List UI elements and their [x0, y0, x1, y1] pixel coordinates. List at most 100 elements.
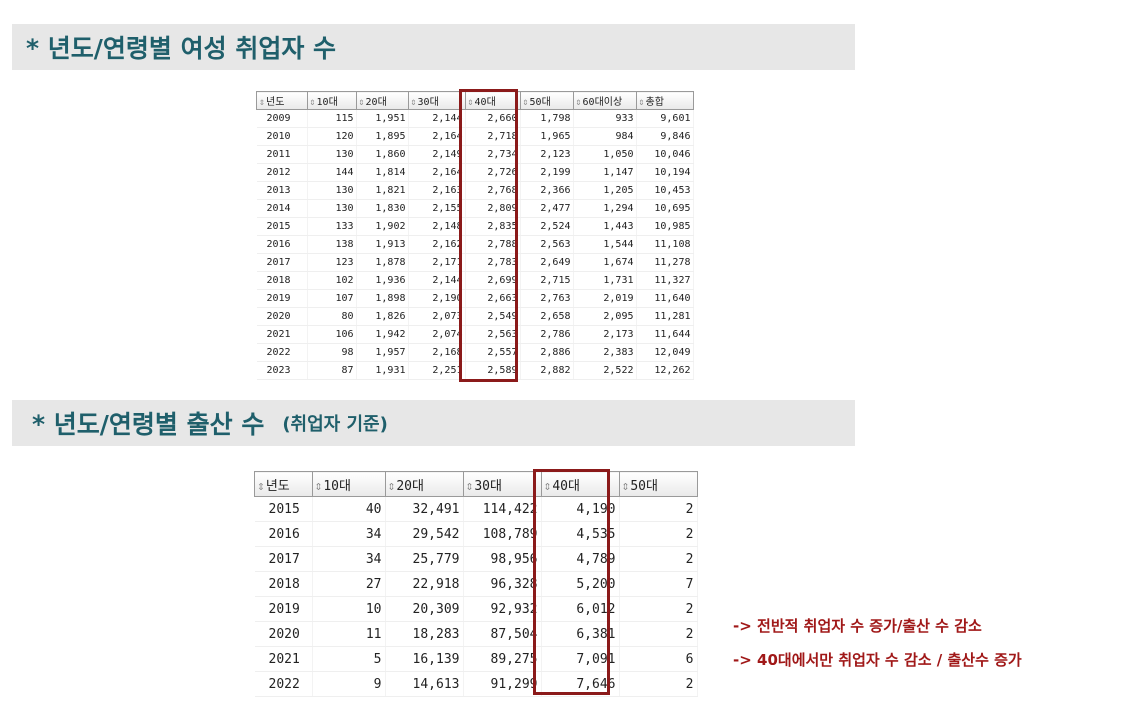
- sort-arrows-icon: ⇕: [314, 478, 323, 494]
- table-row[interactable]: 2016 34 29,542 108,789 4,535 2: [254, 521, 698, 547]
- table-cell: 10,985: [636, 217, 694, 236]
- column-header-30s[interactable]: ⇕30대: [462, 471, 542, 497]
- table-cell: 98,956: [463, 546, 542, 572]
- table-row[interactable]: 2022 98 1,957 2,168 2,557 2,886 2,383 12,049: [256, 343, 694, 362]
- table-cell: 1,443: [573, 217, 637, 236]
- table-cell: 2,144: [408, 271, 466, 290]
- column-header-50s[interactable]: ⇕50대: [519, 91, 574, 110]
- sort-arrows-icon: ⇕: [465, 478, 474, 494]
- table-row[interactable]: 2016 138 1,913 2,162 2,788 2,563 1,544 11,108: [256, 235, 694, 254]
- table-cell: 1,731: [573, 271, 637, 290]
- table-cell: 5,200: [541, 571, 620, 597]
- table-cell: 2,155: [408, 199, 466, 218]
- table-cell: 2,557: [465, 343, 521, 362]
- table-cell: 2017: [254, 546, 313, 572]
- table-cell: 2,148: [408, 217, 466, 236]
- table-row[interactable]: 2020 11 18,283 87,504 6,381 2: [254, 621, 698, 647]
- table-cell: 2018: [256, 271, 308, 290]
- table-cell: 10,453: [636, 181, 694, 200]
- table-cell: 22,918: [385, 571, 464, 597]
- table-row[interactable]: 2015 40 32,491 114,422 4,190 2: [254, 496, 698, 522]
- table-cell: 2,783: [465, 253, 521, 272]
- table-cell: 114,422: [463, 496, 542, 522]
- table-cell: 2: [619, 621, 698, 647]
- table-cell: 34: [312, 546, 386, 572]
- table-cell: 9,846: [636, 127, 694, 146]
- table-cell: 1,814: [356, 163, 409, 182]
- table-cell: 2,786: [520, 325, 574, 344]
- table-cell: 1,965: [520, 127, 574, 146]
- table-row[interactable]: 2022 9 14,613 91,299 7,646 2: [254, 671, 698, 697]
- column-header-40s[interactable]: ⇕40대: [464, 91, 521, 110]
- table-cell: 2,383: [573, 343, 637, 362]
- table-cell: 2015: [256, 217, 308, 236]
- table-cell: 11,644: [636, 325, 694, 344]
- sort-arrows-icon: ⇕: [309, 97, 316, 108]
- table-cell: 98: [307, 343, 357, 362]
- table-cell: 87,504: [463, 621, 542, 647]
- table-row[interactable]: 2010 120 1,895 2,164 2,718 1,965 984 9,846: [256, 127, 694, 146]
- table-row[interactable]: 2023 87 1,931 2,251 2,589 2,882 2,522 12,262: [256, 361, 694, 380]
- table-cell: 1,895: [356, 127, 409, 146]
- table-cell: 34: [312, 521, 386, 547]
- table-cell: 2020: [256, 307, 308, 326]
- table-cell: 2013: [256, 181, 308, 200]
- table-cell: 107: [307, 289, 357, 308]
- column-header-60plus[interactable]: ⇕60대이상: [572, 91, 637, 110]
- table-cell: 2018: [254, 571, 313, 597]
- table-cell: 11,640: [636, 289, 694, 308]
- table-row[interactable]: 2021 5 16,139 89,275 7,091 6: [254, 646, 698, 672]
- table-row[interactable]: 2015 133 1,902 2,148 2,835 2,524 1,443 10,985: [256, 217, 694, 236]
- table-cell: 2,788: [465, 235, 521, 254]
- column-header-20s[interactable]: ⇕20대: [384, 471, 464, 497]
- column-header-10s[interactable]: ⇕10대: [306, 91, 357, 110]
- table-cell: 9,601: [636, 109, 694, 128]
- table-cell: 6: [619, 646, 698, 672]
- table-row[interactable]: 2009 115 1,951 2,144 2,660 1,798 933 9,601: [256, 109, 694, 128]
- table-row[interactable]: 2011 130 1,860 2,149 2,734 2,123 1,050 10,046: [256, 145, 694, 164]
- table-cell: 1,951: [356, 109, 409, 128]
- sort-arrows-icon: ⇕: [638, 97, 645, 108]
- table-cell: 2,768: [465, 181, 521, 200]
- table-cell: 10: [312, 596, 386, 622]
- sort-arrows-icon: ⇕: [522, 97, 529, 108]
- column-header-year[interactable]: ⇕년도: [256, 91, 308, 110]
- section-title-text: * 년도/연령별 여성 취업자 수: [26, 34, 337, 63]
- table-row[interactable]: 2013 130 1,821 2,163 2,768 2,366 1,205 10,453: [256, 181, 694, 200]
- table-row[interactable]: 2019 10 20,309 92,932 6,012 2: [254, 596, 698, 622]
- table-cell: 2,886: [520, 343, 574, 362]
- table-cell: 130: [307, 145, 357, 164]
- column-header-50s[interactable]: ⇕50대: [618, 471, 698, 497]
- table-cell: 2,095: [573, 307, 637, 326]
- column-header-30s[interactable]: ⇕30대: [407, 91, 466, 110]
- table-row[interactable]: 2019 107 1,898 2,190 2,663 2,763 2,019 11,640: [256, 289, 694, 308]
- table-row[interactable]: 2018 102 1,936 2,144 2,699 2,715 1,731 11,327: [256, 271, 694, 290]
- table-row[interactable]: 2018 27 22,918 96,328 5,200 7: [254, 571, 698, 597]
- column-header-10s[interactable]: ⇕10대: [311, 471, 386, 497]
- column-header-year[interactable]: ⇕년도: [254, 471, 313, 497]
- sort-arrows-icon: ⇕: [467, 97, 474, 108]
- table-header-row: ⇕년도 ⇕10대 ⇕20대 ⇕30대 ⇕40대 ⇕50대: [254, 471, 698, 497]
- table-row[interactable]: 2020 80 1,826 2,073 2,549 2,658 2,095 11,281: [256, 307, 694, 326]
- table-cell: 130: [307, 199, 357, 218]
- table-cell: 2,726: [465, 163, 521, 182]
- table-row[interactable]: 2014 130 1,830 2,155 2,809 2,477 1,294 10,695: [256, 199, 694, 218]
- table-cell: 11,108: [636, 235, 694, 254]
- column-header-20s[interactable]: ⇕20대: [355, 91, 409, 110]
- table-cell: 1,936: [356, 271, 409, 290]
- table-cell: 144: [307, 163, 357, 182]
- table-cell: 2,549: [465, 307, 521, 326]
- column-header-40s[interactable]: ⇕40대: [540, 471, 620, 497]
- table-cell: 5: [312, 646, 386, 672]
- table-cell: 92,932: [463, 596, 542, 622]
- table-row[interactable]: 2017 34 25,779 98,956 4,789 2: [254, 546, 698, 572]
- table-row[interactable]: 2012 144 1,814 2,164 2,726 2,199 1,147 10,194: [256, 163, 694, 182]
- table-row[interactable]: 2017 123 1,878 2,171 2,783 2,649 1,674 11,278: [256, 253, 694, 272]
- table-row[interactable]: 2021 106 1,942 2,074 2,563 2,786 2,173 11,644: [256, 325, 694, 344]
- column-header-total[interactable]: ⇕총합: [635, 91, 694, 110]
- table-cell: 2,589: [465, 361, 521, 380]
- table-cell: 2,251: [408, 361, 466, 380]
- table-cell: 984: [573, 127, 637, 146]
- table-cell: 2,522: [573, 361, 637, 380]
- births-table: ⇕년도 ⇕10대 ⇕20대 ⇕30대 ⇕40대 ⇕50대 2015 40 32,49…: [254, 471, 698, 697]
